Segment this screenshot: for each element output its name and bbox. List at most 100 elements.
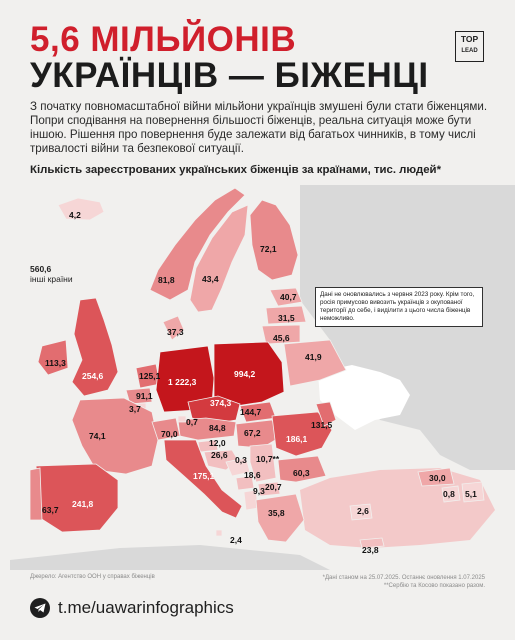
region-24-value-label: 26,6 [211, 450, 228, 460]
region-30-shape [235, 475, 255, 491]
region-33-value-label: 35,8 [268, 508, 285, 518]
russia-region [300, 185, 515, 470]
telegram-link[interactable]: t.me/uawarinfographics [58, 598, 234, 617]
region-37-value-label: 2,4 [230, 535, 242, 545]
region-1-value-label: 81,8 [158, 275, 175, 285]
region-15-value-label: 994,2 [234, 369, 256, 379]
region-42-shape [461, 481, 485, 503]
region-6-value-label: 45,6 [273, 333, 290, 343]
region-39-value-label: 23,8 [362, 545, 379, 555]
region-18-value-label: 144,7 [240, 407, 262, 417]
region-34-value-label: 175,1 [193, 471, 215, 481]
region-0-shape [57, 197, 105, 221]
region-41-shape [441, 485, 461, 503]
region-36-shape [29, 467, 43, 521]
region-8-shape [37, 339, 69, 376]
region-2-value-label: 43,4 [202, 274, 219, 284]
region-8-value-label: 113,3 [45, 358, 66, 368]
region-29-value-label: 60,3 [293, 468, 310, 478]
region-13-value-label: 74,1 [89, 431, 106, 441]
region-20-shape [235, 419, 283, 449]
region-28-shape [315, 401, 337, 427]
region-35-shape [35, 463, 119, 533]
region-28-value-label: 131,5 [311, 420, 333, 430]
telegram-footer: t.me/uawarinfographics [30, 598, 234, 618]
region-42-value-label: 5,1 [465, 489, 477, 499]
footnote-date: *Дані станом на 25.07.2025. Останнє онов… [322, 575, 485, 581]
region-11-shape [125, 387, 153, 405]
region-31-value-label: 20,7 [265, 482, 282, 492]
source-text: Джерело: Агентство ООН у справах біженці… [30, 574, 155, 580]
title-line-2: УКРАЇНЦІВ — БІЖЕНЦІ [30, 56, 429, 95]
region-27-value-label: 186,1 [286, 434, 308, 444]
other-countries-value: 560,6 [30, 264, 52, 274]
region-2-shape [189, 204, 249, 313]
region-40-shape [417, 467, 455, 487]
footnote-serbia: **Сербію та Косово показано разом. [383, 583, 485, 589]
region-21-shape [151, 417, 181, 441]
title-line-1: 5,6 МІЛЬЙОНІВ [30, 20, 297, 59]
region-27-shape [271, 411, 333, 457]
other-countries-label: інші країни [30, 274, 73, 284]
region-7-value-label: 37,3 [167, 327, 184, 337]
telegram-icon [30, 598, 50, 618]
region-26-shape [249, 443, 277, 483]
region-23-value-label: 12,0 [209, 438, 226, 448]
region-6-shape [261, 324, 301, 345]
map-land [10, 185, 515, 570]
turkey-region [300, 468, 495, 548]
region-31-shape [257, 481, 281, 497]
africa-region [10, 545, 330, 570]
region-34-shape [163, 439, 243, 519]
region-21-value-label: 70,0 [161, 429, 178, 439]
country-labels: 4,2 81,8 43,4 72,1 40,7 31,5 45,6 37,3 113,3 254,… [42, 210, 477, 555]
region-29-shape [277, 455, 327, 483]
ukraine-region [318, 365, 410, 430]
region-25-shape [225, 457, 251, 477]
footnotes: *Дані станом на 25.07.2025. Останнє онов… [323, 574, 485, 590]
region-33-shape [255, 493, 305, 543]
region-32-value-label: 9,3 [253, 486, 265, 496]
region-5-value-label: 31,5 [278, 313, 295, 323]
region-20-value-label: 67,2 [244, 428, 261, 438]
region-40-value-label: 30,0 [429, 473, 446, 483]
region-13-shape [71, 397, 159, 475]
region-9-shape [71, 297, 119, 397]
region-37-shape [215, 529, 223, 537]
region-19-value-label: 84,8 [209, 423, 226, 433]
region-3-value-label: 72,1 [260, 244, 277, 254]
region-25-value-label: 0,3 [235, 455, 247, 465]
region-1-shape [149, 187, 246, 301]
region-12-value-label: 3,7 [129, 404, 141, 414]
region-39-shape [359, 537, 385, 549]
region-17-value-label: 374,3 [210, 398, 232, 408]
russia-note: Дані не оновлювались з червня 2023 року.… [315, 287, 483, 327]
region-9-value-label: 254,6 [82, 371, 104, 381]
page-title: 5,6 МІЛЬЙОНІВ УКРАЇНЦІВ — БІЖЕНЦІ [30, 22, 429, 94]
logo-top-text: TOP [460, 34, 479, 44]
region-36-value-label: 63,7 [42, 505, 59, 515]
region-10-value-label: 125,1 [139, 371, 161, 381]
logo-bottom-text: LEAD [461, 48, 478, 54]
country-regions [29, 187, 485, 549]
region-5-shape [265, 305, 307, 325]
region-3-shape [249, 199, 299, 281]
region-41-value-label: 0,8 [443, 489, 455, 499]
intro-text: З початку повномасштабної війни мільйони… [30, 100, 488, 155]
region-0-value-label: 4,2 [69, 210, 81, 220]
toplead-logo: TOP LEAD [455, 31, 484, 62]
region-7-shape [162, 315, 185, 341]
chart-subtitle: Кількість зареєстрованих українських біж… [30, 164, 441, 176]
region-4-value-label: 40,7 [280, 292, 297, 302]
region-4-shape [269, 287, 303, 307]
region-35-value-label: 241,8 [72, 499, 94, 509]
region-22-shape [177, 415, 187, 423]
region-17-shape [187, 395, 241, 425]
region-14-value-label: 1 222,3 [168, 377, 197, 387]
region-16-value-label: 41,9 [305, 352, 322, 362]
region-38-value-label: 2,6 [357, 506, 369, 516]
region-22-value-label: 0,7 [186, 417, 198, 427]
region-16-shape [283, 339, 347, 387]
region-38-shape [349, 503, 373, 521]
region-26-value-label: 10,7** [256, 454, 280, 464]
